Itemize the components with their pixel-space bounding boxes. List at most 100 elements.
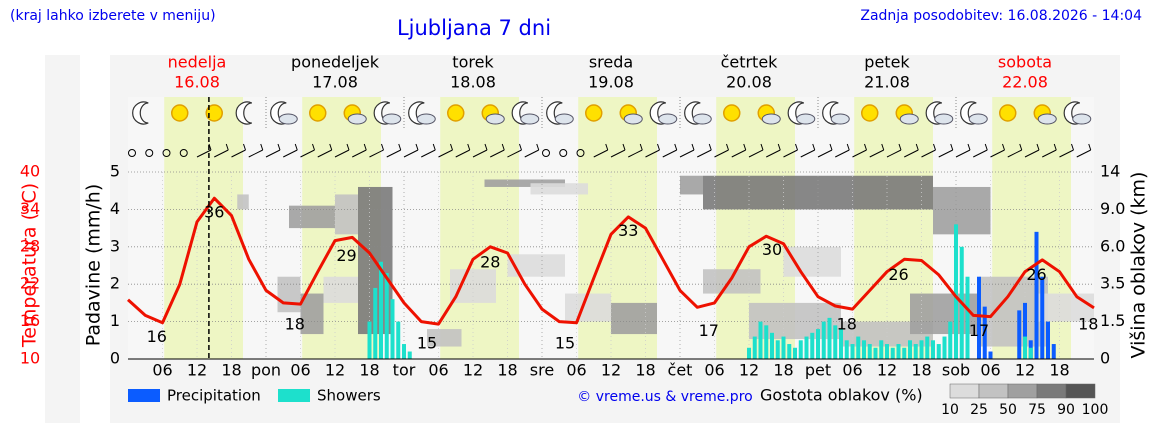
cloud-icon — [761, 113, 781, 125]
cloud-scale-label: 10 — [941, 402, 959, 418]
x-tick-label: 12 — [1015, 361, 1035, 380]
temp-label: 18 — [285, 315, 305, 334]
temp-tick-label: 28 — [20, 236, 40, 255]
daylight-band — [440, 97, 519, 359]
precip-bar — [902, 347, 907, 359]
precip-bar — [787, 344, 792, 359]
temp-tick-label: 40 — [20, 162, 40, 181]
x-tick-label: 18 — [497, 361, 517, 380]
precip-bar — [931, 340, 935, 359]
x-tick-label: pet — [805, 361, 831, 380]
wind-barb — [869, 143, 885, 158]
cloud-cell — [565, 293, 611, 322]
x-tick-label: pon — [251, 361, 281, 380]
cloud-icon — [1037, 113, 1057, 125]
cloud-cell — [749, 302, 841, 340]
day-name: torek — [452, 53, 494, 72]
precip-bar — [890, 347, 895, 359]
day-date: 19.08 — [588, 73, 634, 92]
x-tick-label: čet — [668, 361, 693, 380]
y-tick-label: 1 — [110, 311, 120, 330]
cloud-cell — [484, 179, 565, 187]
temp-tick-label: 10 — [20, 349, 40, 368]
cloud-scale-label: 50 — [999, 402, 1017, 418]
day-date: 18.08 — [450, 73, 496, 92]
wind-barb — [403, 143, 419, 158]
temp-label: 29 — [336, 246, 356, 265]
precip-bar — [816, 329, 820, 359]
x-tick-label: 18 — [359, 361, 379, 380]
temp-label: 36 — [204, 202, 224, 221]
cloud-cell — [783, 246, 841, 277]
cloud-scale-label: 100 — [1082, 402, 1109, 418]
cloud-cell — [703, 269, 761, 294]
wind-barb — [938, 143, 954, 158]
cloud-icon — [899, 113, 919, 125]
left-panel — [45, 55, 80, 423]
precip-bar — [764, 325, 769, 359]
cloud-scale-box — [978, 383, 1009, 399]
y2-axis-title: Višina oblakov (km) — [1128, 172, 1150, 359]
cloud-cell — [277, 276, 301, 313]
sun-icon — [447, 104, 465, 122]
wind-barb — [817, 143, 833, 158]
cloud-scale-label: 25 — [970, 402, 988, 418]
cloud-cell — [427, 329, 462, 347]
cloud-icon — [623, 113, 643, 125]
precip-bar — [1046, 321, 1050, 359]
x-tick-label: 06 — [566, 361, 586, 380]
sun-icon — [861, 104, 879, 122]
precip-bar — [965, 276, 970, 359]
x-tick-label: 12 — [877, 361, 897, 380]
cloud-icon — [692, 113, 712, 125]
wind-barb — [886, 143, 902, 158]
x-tick-label: sre — [530, 361, 554, 380]
day-date: 17.08 — [312, 73, 358, 92]
temp-label: 26 — [888, 265, 908, 284]
legend-swatch — [278, 389, 310, 402]
cloud-scale-label: 90 — [1057, 402, 1075, 418]
precip-bar — [810, 332, 815, 359]
wind-barb — [593, 143, 609, 158]
wind-barb — [679, 143, 695, 158]
wind-barb — [1007, 143, 1023, 158]
wind-barb — [697, 143, 712, 158]
cloud-scale-box — [1007, 383, 1038, 399]
cloud-icon — [968, 113, 988, 125]
precip-bar — [747, 347, 751, 359]
temp-label: 15 — [417, 333, 437, 352]
sun-icon — [723, 104, 741, 122]
x-tick-label: 18 — [773, 361, 793, 380]
temperature-line — [126, 196, 1095, 326]
x-tick-label: 12 — [463, 361, 483, 380]
credit: © vreme.us & vreme.pro — [577, 389, 752, 405]
wind-barb — [904, 143, 919, 158]
precip-bar — [1034, 231, 1039, 359]
y-tick-label: 4 — [110, 199, 120, 218]
wind-barb — [714, 143, 729, 158]
x-tick-label: tor — [393, 361, 416, 380]
y2-tick-label: 1.5 — [1100, 311, 1125, 330]
cloud-icon — [520, 113, 540, 125]
precip-bar — [925, 336, 930, 359]
wind-calm — [145, 149, 154, 157]
temp-tick-label: 34 — [20, 199, 40, 218]
x-tick-label: 12 — [325, 361, 345, 380]
wind-barb — [472, 143, 488, 158]
wind-barb — [1024, 143, 1040, 158]
wind-barb — [317, 143, 333, 158]
precip-bar — [827, 317, 832, 359]
y2-tick-label: 6.0 — [1100, 236, 1125, 255]
cloud-cell — [611, 302, 657, 335]
cloud-cell — [237, 194, 249, 210]
y-tick-label: 5 — [110, 162, 120, 181]
x-tick-label: 06 — [152, 361, 172, 380]
wind-barb — [214, 143, 229, 158]
x-tick-label: 12 — [739, 361, 759, 380]
precip-bar — [1023, 302, 1027, 359]
day-name: petek — [864, 53, 910, 72]
precip-bar — [1051, 344, 1056, 359]
precip-bar — [396, 321, 401, 359]
sun-icon — [585, 104, 603, 122]
temp-label: 17 — [969, 321, 989, 340]
